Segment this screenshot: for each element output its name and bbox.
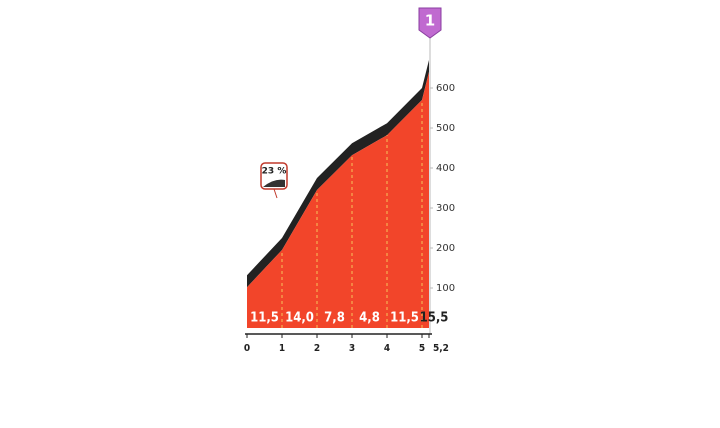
badge-shape [418, 7, 442, 39]
marker-pointer [273, 188, 278, 199]
x-tick-label: 1 [279, 343, 285, 354]
gradient-label: 11,5 [250, 311, 279, 326]
x-tick-label: 4 [384, 343, 390, 354]
road-band [247, 60, 429, 288]
annotation: 23 % [262, 167, 287, 177]
y-tick-label: 100 [436, 283, 455, 294]
x-tick-label: 0 [244, 343, 250, 354]
profile-area [247, 72, 429, 328]
gradient-label: 15,5 [420, 311, 449, 326]
gradient-label: 14,0 [285, 311, 314, 326]
marker-icon [263, 179, 285, 187]
y-tick-label: 400 [436, 163, 455, 174]
badge-label: 1 [425, 12, 435, 30]
max-gradient-marker: 23 % [260, 162, 288, 199]
gradient-label: 7,8 [324, 311, 345, 326]
gradient-label: 4,8 [359, 311, 380, 326]
y-tick-label: 300 [436, 203, 455, 214]
x-tick-label: 5 [419, 343, 425, 354]
y-tick-label: 600 [436, 83, 455, 94]
x-tick-label: 3 [349, 343, 355, 354]
y-tick-label: 200 [436, 243, 455, 254]
badge: 1 [418, 7, 442, 39]
x-tick-label: 2 [314, 343, 320, 354]
gradient-label: 11,5 [390, 311, 419, 326]
x-tick-label: 5,2 [433, 343, 449, 354]
y-tick-label: 500 [436, 123, 455, 134]
